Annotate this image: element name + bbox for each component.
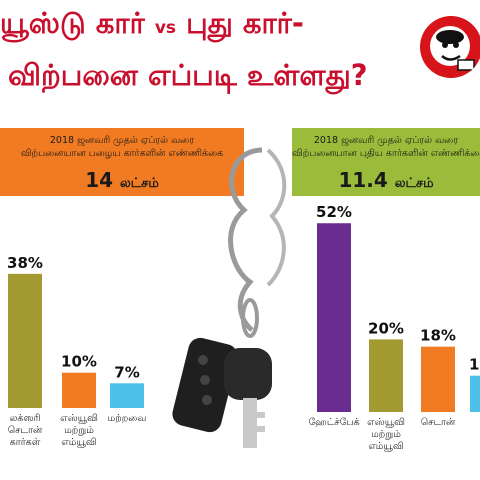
new-car-total-unit: லட்சம் xyxy=(394,176,434,191)
new-car-total-value: 11.4 xyxy=(338,168,388,192)
category-label-new-2-0: செடான் xyxy=(421,417,456,428)
new-car-bar-chart: 52% ஹேட்ச்பேக் 20% எஸ்யூவிமற்றும்எம்யூவி 18%… xyxy=(308,203,480,452)
title-vs: vs xyxy=(154,18,177,38)
page-title-line2: விற்பனை எப்படி உள்ளது? xyxy=(8,58,368,92)
bar-new-0 xyxy=(317,223,351,412)
page-title-line1: யூஸ்டு கார் vs புது கார்- xyxy=(0,6,304,44)
data-label-new-0: 52% xyxy=(316,203,352,221)
bar-used-2 xyxy=(110,383,144,408)
category-label-used-0-0: லக்ஸரி xyxy=(9,413,40,424)
category-label-used-2-0: மற்றவை xyxy=(108,413,147,424)
category-label-used-1-2: எம்யூவி xyxy=(61,437,96,448)
category-label-used-1-0: எஸ்யூவி xyxy=(60,413,98,424)
car-key-fob-icon xyxy=(172,147,287,448)
category-label-used-1-1: மற்றும் xyxy=(64,425,94,436)
data-label-new-3: 10% xyxy=(469,356,480,374)
used-car-caption-line2: விற்பனையான பழைய கார்களின் எண்ணிக்கை xyxy=(20,148,224,159)
used-car-total-unit: லட்சம் xyxy=(120,176,159,191)
used-car-caption-line1: 2018 ஜனவரி முதல் ஏப்ரல் வரை xyxy=(49,135,195,146)
title-used-car: யூஸ்டு கார் xyxy=(0,6,145,40)
data-label-used-2: 7% xyxy=(114,363,139,381)
bar-used-0 xyxy=(8,273,42,408)
new-car-caption-line1: 2018 ஜனவரி முதல் ஏப்ரல் வரை xyxy=(313,135,459,146)
used-car-summary-panel: 2018 ஜனவரி முதல் ஏப்ரல் வரை விற்பனையான ப… xyxy=(0,128,244,196)
bar-new-1 xyxy=(369,339,403,412)
category-label-new-1-0: எஸ்யூவி xyxy=(367,417,405,428)
category-label-new-1-1: மற்றும் xyxy=(371,429,401,440)
data-label-new-1: 20% xyxy=(368,319,404,337)
data-label-used-0: 38% xyxy=(7,254,43,272)
used-car-total-value: 14 xyxy=(85,168,114,192)
category-label-new-1-2: எம்யூவி xyxy=(368,441,403,452)
category-label-new-0-0: ஹேட்ச்பேக் xyxy=(308,417,359,428)
new-car-caption-line2: விற்பனையான புதிய கார்களின் எண்ணிக்கை xyxy=(292,148,480,159)
title-new-car: புது கார்- xyxy=(186,6,304,40)
category-label-used-0-2: கார்கள் xyxy=(10,437,41,448)
used-car-bar-chart: 38% லக்ஸரிசெடான்கார்கள் 10% எஸ்யூவிமற்றும்எ… xyxy=(7,254,146,448)
bar-used-1 xyxy=(62,372,96,408)
data-label-used-1: 10% xyxy=(61,353,97,371)
category-label-used-0-1: செடான் xyxy=(8,425,43,436)
data-label-new-2: 18% xyxy=(420,327,456,345)
new-car-summary-panel: 2018 ஜனவரி முதல் ஏப்ரல் வரை விற்பனையான ப… xyxy=(292,128,480,196)
bar-new-2 xyxy=(421,346,455,412)
bar-new-3 xyxy=(470,375,480,412)
cartoon-logo-icon xyxy=(420,16,480,78)
